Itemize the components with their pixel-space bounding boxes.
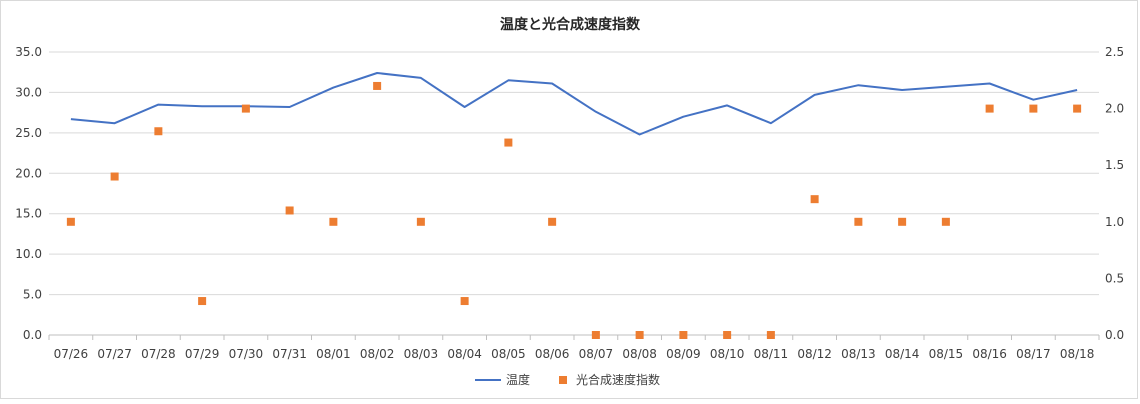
data-point-photosynthesis xyxy=(1073,104,1082,113)
legend-label-photosynthesis: 光合成速度指数 xyxy=(576,372,660,387)
left-axis-tick-label: 30.0 xyxy=(15,85,42,99)
x-axis-tick-label: 08/04 xyxy=(447,347,482,361)
data-point-photosynthesis xyxy=(1029,104,1038,113)
x-axis-tick-label: 08/01 xyxy=(316,347,351,361)
data-point-photosynthesis xyxy=(416,217,425,226)
data-point-photosynthesis xyxy=(329,217,338,226)
data-point-photosynthesis xyxy=(898,217,907,226)
data-point-photosynthesis xyxy=(154,127,163,136)
data-point-photosynthesis xyxy=(941,217,950,226)
x-axis-tick-label: 08/02 xyxy=(360,347,395,361)
right-axis-tick-label: 2.0 xyxy=(1105,102,1124,116)
data-point-photosynthesis xyxy=(198,297,207,306)
x-axis-tick-label: 08/11 xyxy=(754,347,789,361)
left-axis-tick-label: 5.0 xyxy=(23,288,42,302)
left-axis-tick-label: 20.0 xyxy=(15,166,42,180)
x-axis-tick-label: 07/28 xyxy=(141,347,176,361)
x-axis-tick-label: 08/15 xyxy=(929,347,964,361)
grid-lines xyxy=(49,51,1099,336)
x-axis-tick-label: 07/29 xyxy=(185,347,220,361)
right-axis-tick-label: 0.5 xyxy=(1105,271,1124,285)
x-axis-tick-label: 08/16 xyxy=(972,347,1007,361)
data-point-photosynthesis xyxy=(985,104,994,113)
x-axis-tick-label: 08/18 xyxy=(1060,347,1095,361)
legend-marker-swatch xyxy=(559,376,567,384)
legend-label-temperature: 温度 xyxy=(506,372,530,387)
data-point-photosynthesis xyxy=(373,81,382,90)
x-axis-tick-label: 07/31 xyxy=(272,347,307,361)
x-axis-tick-label: 08/09 xyxy=(666,347,701,361)
x-axis-tick-label: 08/07 xyxy=(579,347,614,361)
right-axis-ticks: 0.0 0.5 1.0 1.5 2.0 2.5 xyxy=(1105,45,1124,342)
x-axis-ticks: 07/26 07/27 07/28 07/29 07/30 07/31 08/01 08/02… xyxy=(48,335,1100,361)
right-axis-tick-label: 0.0 xyxy=(1105,328,1124,342)
x-axis-tick-label: 08/08 xyxy=(622,347,657,361)
data-point-photosynthesis xyxy=(723,331,732,339)
x-axis-tick-label: 08/12 xyxy=(797,347,832,361)
x-axis-tick-label: 07/30 xyxy=(229,347,264,361)
data-point-photosynthesis xyxy=(66,217,75,226)
plot-area xyxy=(66,72,1082,339)
left-axis-tick-label: 0.0 xyxy=(23,328,42,342)
x-axis-tick-label: 08/05 xyxy=(491,347,526,361)
right-axis-tick-label: 1.0 xyxy=(1105,215,1124,229)
left-axis-tick-label: 25.0 xyxy=(15,126,42,140)
right-axis-tick-label: 1.5 xyxy=(1105,158,1124,172)
x-axis-tick-label: 07/27 xyxy=(97,347,132,361)
left-axis-tick-label: 35.0 xyxy=(15,45,42,59)
left-axis-tick-label: 15.0 xyxy=(15,207,42,221)
x-axis-tick-label: 08/13 xyxy=(841,347,876,361)
data-point-photosynthesis xyxy=(548,217,557,226)
x-axis-tick-label: 07/26 xyxy=(54,347,89,361)
data-point-photosynthesis xyxy=(854,217,863,226)
data-point-photosynthesis xyxy=(591,331,600,339)
x-axis-tick-label: 08/06 xyxy=(535,347,570,361)
data-point-photosynthesis xyxy=(766,331,775,339)
x-axis-tick-label: 08/10 xyxy=(710,347,745,361)
data-point-photosynthesis xyxy=(679,331,688,339)
series-line-temperature xyxy=(70,72,1078,136)
data-point-photosynthesis xyxy=(110,172,119,181)
data-point-photosynthesis xyxy=(460,297,469,306)
left-axis-tick-label: 10.0 xyxy=(15,247,42,261)
chart-title: 温度と光合成速度指数 xyxy=(500,16,641,33)
data-point-photosynthesis xyxy=(241,104,250,113)
data-point-photosynthesis xyxy=(504,138,513,147)
x-axis-tick-label: 08/14 xyxy=(885,347,920,361)
right-axis-tick-label: 2.5 xyxy=(1105,45,1124,59)
x-axis-tick-label: 08/17 xyxy=(1016,347,1051,361)
data-point-photosynthesis xyxy=(285,206,294,215)
legend: 温度 光合成速度指数 xyxy=(475,372,660,387)
data-point-photosynthesis xyxy=(810,195,819,204)
x-axis-tick-label: 08/03 xyxy=(404,347,439,361)
data-point-photosynthesis xyxy=(635,331,644,339)
left-axis-ticks: 0.0 5.0 10.0 15.0 20.0 25.0 30.0 35.0 xyxy=(15,45,42,342)
